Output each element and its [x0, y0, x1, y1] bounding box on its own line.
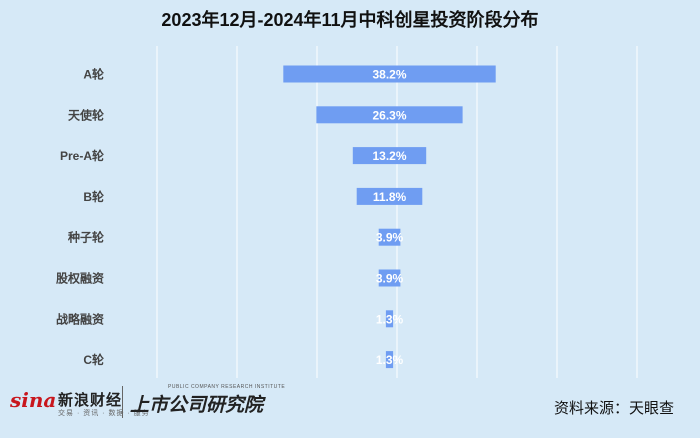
- grid-lines: [156, 46, 638, 378]
- bar: [378, 269, 401, 287]
- data-source: 资料来源：天眼查: [553, 400, 674, 417]
- institute-name: 上市公司研究院: [130, 394, 264, 416]
- sina-finance-name: 新浪财经: [58, 392, 123, 409]
- bar: [378, 228, 401, 246]
- bar: [352, 147, 427, 165]
- sina-finance-subtitle: 交易 · 资讯 · 数据 · 服务: [58, 410, 150, 417]
- category-label: Pre-A轮: [60, 148, 105, 163]
- chart-title: 2023年12月-2024年11月中科创星投资阶段分布: [161, 10, 539, 30]
- category-label: 股权融资: [56, 271, 104, 286]
- data-label: 1.3%: [376, 312, 404, 326]
- category-label: 种子轮: [67, 230, 105, 245]
- data-label: 11.8%: [373, 190, 407, 204]
- category-label: 战略融资: [56, 311, 104, 326]
- bar: [283, 65, 496, 83]
- category-label: C轮: [83, 352, 105, 367]
- data-label: 3.9%: [376, 272, 404, 286]
- bars: 38.2% 26.3% 13.2% 11.8% 3.9% 3.9% 1.3% 1.3%: [283, 65, 496, 369]
- data-label: 38.2%: [372, 68, 406, 82]
- bar: [385, 351, 394, 369]
- sina-logo: sina: [10, 388, 57, 412]
- bar: [356, 187, 423, 205]
- footer-logos: sina 新浪财经 交易 · 资讯 · 数据 · 服务 PUBLIC COMPA…: [10, 384, 285, 424]
- institute-english-name: PUBLIC COMPANY RESEARCH INSTITUTE: [168, 384, 286, 390]
- bar: [316, 106, 463, 124]
- data-label: 3.9%: [376, 231, 404, 245]
- data-label: 1.3%: [376, 353, 404, 367]
- logo-divider: [122, 386, 123, 418]
- data-label: 13.2%: [372, 149, 406, 163]
- bar: [385, 310, 394, 328]
- category-label: A轮: [83, 67, 105, 82]
- data-label: 26.3%: [372, 108, 406, 122]
- category-label: B轮: [83, 189, 105, 204]
- category-label: 天使轮: [68, 107, 105, 122]
